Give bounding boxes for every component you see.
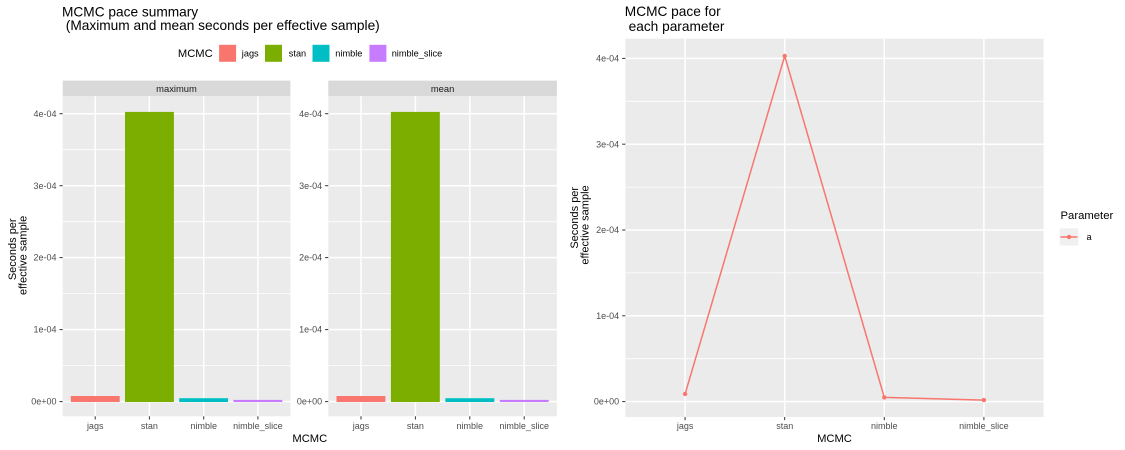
svg-text:0e+00: 0e+00 xyxy=(31,397,56,407)
svg-text:1e-04: 1e-04 xyxy=(299,325,322,335)
svg-text:nimble_slice: nimble_slice xyxy=(959,421,1009,431)
svg-text:4e-04: 4e-04 xyxy=(33,109,56,119)
svg-text:(Maximum and mean seconds per: (Maximum and mean seconds per effective … xyxy=(62,18,380,33)
svg-text:effective sample: effective sample xyxy=(17,216,29,295)
svg-text:Parameter: Parameter xyxy=(1061,210,1114,222)
svg-text:0e+00: 0e+00 xyxy=(594,397,619,407)
svg-text:each parameter: each parameter xyxy=(625,19,725,34)
svg-text:3e-04: 3e-04 xyxy=(33,181,56,191)
svg-text:jags: jags xyxy=(86,421,104,431)
svg-text:stan: stan xyxy=(776,421,793,431)
svg-text:4e-04: 4e-04 xyxy=(299,109,322,119)
svg-text:maximum: maximum xyxy=(156,83,197,94)
svg-text:nimble: nimble xyxy=(335,49,362,59)
svg-text:Seconds per: Seconds per xyxy=(7,218,19,280)
svg-text:effective sample: effective sample xyxy=(579,185,591,264)
svg-text:nimble_slice: nimble_slice xyxy=(233,421,283,431)
svg-text:3e-04: 3e-04 xyxy=(596,139,619,149)
svg-text:stan: stan xyxy=(141,421,158,431)
svg-text:MCMC pace summary: MCMC pace summary xyxy=(62,4,198,19)
svg-text:nimble: nimble xyxy=(190,421,217,431)
svg-text:stan: stan xyxy=(407,421,424,431)
svg-text:jags: jags xyxy=(352,421,370,431)
svg-text:2e-04: 2e-04 xyxy=(33,253,56,263)
svg-text:Seconds per: Seconds per xyxy=(569,187,581,249)
svg-text:MCMC: MCMC xyxy=(817,433,852,445)
svg-text:2e-04: 2e-04 xyxy=(299,253,322,263)
svg-text:nimble_slice: nimble_slice xyxy=(392,49,443,59)
svg-text:jags: jags xyxy=(241,49,259,59)
svg-text:a: a xyxy=(1087,232,1093,242)
svg-text:nimble: nimble xyxy=(457,421,484,431)
svg-text:MCMC pace for: MCMC pace for xyxy=(625,4,721,19)
svg-text:2e-04: 2e-04 xyxy=(596,225,619,235)
svg-text:MCMC: MCMC xyxy=(292,433,327,445)
svg-text:3e-04: 3e-04 xyxy=(299,181,322,191)
svg-text:4e-04: 4e-04 xyxy=(596,54,619,64)
svg-text:MCMC: MCMC xyxy=(178,48,213,60)
svg-text:stan: stan xyxy=(289,49,306,59)
svg-text:0e+00: 0e+00 xyxy=(297,397,322,407)
svg-text:jags: jags xyxy=(676,421,694,431)
svg-text:mean: mean xyxy=(431,83,454,94)
svg-text:1e-04: 1e-04 xyxy=(33,325,56,335)
svg-text:nimble_slice: nimble_slice xyxy=(499,421,549,431)
svg-text:1e-04: 1e-04 xyxy=(596,311,619,321)
svg-text:nimble: nimble xyxy=(871,421,898,431)
